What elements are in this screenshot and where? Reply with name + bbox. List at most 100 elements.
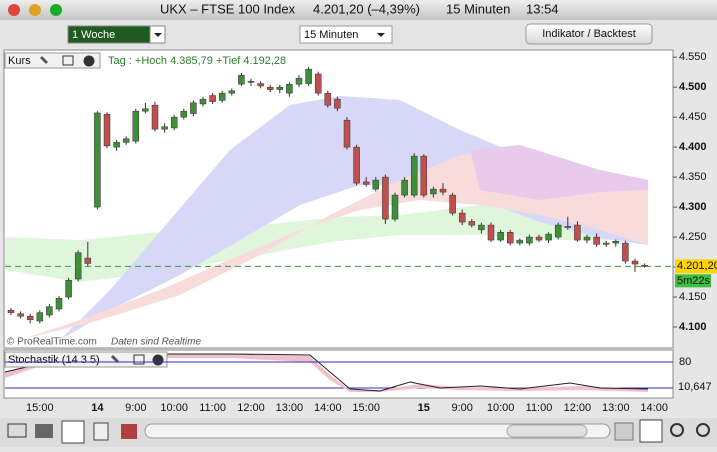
candle-body	[324, 92, 332, 106]
title-bar	[0, 0, 717, 20]
x-tick-label: 12:00	[237, 402, 265, 414]
candle-body	[257, 83, 264, 87]
candle-body	[382, 176, 389, 220]
candle-body	[26, 315, 34, 321]
candle-body	[554, 224, 562, 238]
interval-dropdown[interactable]	[299, 25, 393, 44]
x-tick-label: 9:00	[125, 402, 146, 414]
candle-body	[353, 146, 360, 184]
candle-body	[362, 181, 370, 185]
candle-body	[286, 83, 293, 94]
last-price-label: 4.201,20	[677, 260, 717, 272]
period-value: 1 Woche	[72, 29, 115, 41]
mail-icon[interactable]	[7, 423, 27, 438]
x-tick-label: 14:00	[314, 402, 342, 414]
zoom-out[interactable]	[670, 423, 684, 437]
window-icon[interactable]	[133, 354, 145, 365]
countdown-box	[675, 274, 711, 288]
last-price-box	[675, 259, 717, 274]
x-tick-label: 11:00	[526, 402, 553, 414]
scroll-thumb[interactable]	[506, 424, 588, 438]
candle-body	[401, 179, 408, 196]
candle-body	[458, 212, 466, 223]
x-tick-label: 14	[91, 402, 104, 414]
x-tick-label: 15:00	[26, 402, 54, 414]
dropdown-arrow	[154, 33, 162, 37]
day-info: Tag : +Hoch 4.385,79 +Tief 4.192,28	[108, 55, 286, 67]
window-title: UKX – FTSE 100 Index	[160, 1, 296, 16]
list-icon[interactable]	[93, 422, 109, 441]
candle-body	[132, 110, 140, 142]
window-time: 13:54	[526, 1, 559, 16]
close-button[interactable]	[8, 4, 20, 16]
window-icon[interactable]	[62, 55, 74, 66]
watermark-note: Daten sind Realtime	[111, 337, 201, 348]
candle-body	[497, 232, 504, 241]
candle-body	[247, 80, 255, 83]
candle-body	[266, 86, 274, 90]
candle-body	[142, 108, 149, 112]
y-tick-label: 4.550	[679, 51, 707, 63]
candle-body	[545, 233, 552, 241]
candle-body	[631, 260, 639, 265]
indicator-name: Stochastik (14 3 5)	[8, 354, 100, 366]
y-tick-label: 4.150	[679, 291, 707, 303]
candle-body	[314, 73, 322, 94]
wrench-icon[interactable]	[111, 355, 119, 363]
close-panel-icon[interactable]	[83, 55, 95, 67]
candle-body	[391, 194, 399, 220]
candle-body	[122, 138, 130, 143]
wrench-icon[interactable]	[40, 56, 48, 64]
candle-body	[449, 194, 456, 214]
level-label: 80	[679, 356, 691, 368]
candle-body	[487, 224, 495, 241]
zoom-tool[interactable]	[639, 419, 663, 443]
minimize-button[interactable]	[29, 4, 41, 16]
candle-body	[526, 236, 533, 244]
candle-body	[218, 92, 226, 101]
panel-tab	[4, 351, 168, 368]
candle-body	[84, 257, 92, 264]
stochastic-area	[5, 354, 648, 392]
candle-body	[228, 90, 236, 94]
candle-body	[535, 236, 543, 241]
candle-body	[612, 241, 620, 244]
candle-body	[151, 104, 159, 130]
panel-name: Kurs	[8, 55, 31, 67]
zoom-button[interactable]	[50, 4, 62, 16]
candle-body	[46, 306, 53, 316]
countdown-label: 5m22s	[677, 275, 711, 287]
indicator-button[interactable]	[525, 23, 653, 45]
close-panel-icon[interactable]	[152, 354, 164, 366]
indicator-value: 10,647	[678, 381, 712, 393]
candle-body	[276, 86, 284, 90]
dropdown-arrow	[377, 33, 385, 37]
candle-body	[65, 279, 72, 298]
chart-icon[interactable]	[121, 424, 137, 439]
candle-body	[583, 236, 591, 241]
candle-body	[94, 112, 101, 208]
x-tick-label: 10:00	[487, 402, 515, 414]
candle-body	[36, 312, 44, 322]
print-icon[interactable]	[35, 424, 53, 438]
candle-body	[238, 74, 245, 85]
candle-body	[506, 232, 514, 244]
candle-body	[209, 95, 216, 102]
x-tick-label: 9:00	[451, 402, 472, 414]
x-tick-label: 15	[418, 402, 430, 414]
zoom-in[interactable]	[696, 423, 710, 437]
x-tick-label: 11:00	[199, 402, 226, 414]
scrollbar[interactable]	[144, 423, 611, 439]
tool-icon[interactable]	[61, 420, 85, 444]
x-tick-label: 12:00	[564, 402, 592, 414]
candle-body	[622, 242, 629, 262]
x-tick-label: 10:00	[160, 402, 188, 414]
candle-body	[17, 313, 24, 317]
interval-value: 15 Minuten	[304, 29, 358, 41]
candle-body	[7, 309, 15, 313]
price-axis: 4.5504.5004.4504.4004.3504.3004.2504.200…	[673, 51, 707, 333]
candle-body	[190, 102, 197, 114]
nav-icon[interactable]	[614, 422, 634, 441]
indicator-button-label: Indikator / Backtest	[542, 28, 636, 40]
y-tick-label: 4.500	[679, 81, 707, 93]
